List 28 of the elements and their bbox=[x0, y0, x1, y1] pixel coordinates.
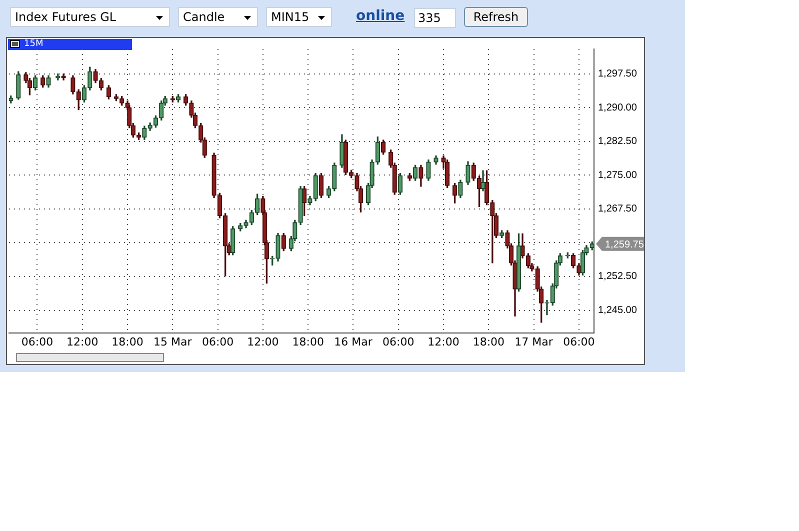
text: Candle bbox=[183, 10, 225, 24]
x-tick-label: 18:00 bbox=[112, 335, 144, 348]
x-tick-label: 12:00 bbox=[66, 335, 98, 348]
y-tick-label: 1,297.50 bbox=[598, 68, 638, 80]
x-tick-label: 06:00 bbox=[563, 335, 595, 348]
y-tick-label: 1,282.50 bbox=[598, 136, 638, 148]
text: MIN15 bbox=[271, 10, 310, 24]
x-tick-label: 16 Mar bbox=[334, 335, 373, 348]
y-tick-label: 1,252.50 bbox=[598, 271, 638, 282]
chart-title: 15M bbox=[24, 39, 44, 50]
text: online bbox=[356, 8, 405, 24]
y-tick-label: 1,290.00 bbox=[598, 102, 638, 114]
x-tick-label: 12:00 bbox=[428, 335, 460, 348]
text: Index Futures GL bbox=[15, 10, 116, 24]
x-tick-label: 18:00 bbox=[292, 335, 324, 348]
x-tick-label: 15 Mar bbox=[154, 335, 192, 348]
y-tick-label: 1,267.50 bbox=[598, 204, 638, 215]
x-tick-label: 06:00 bbox=[21, 335, 54, 348]
x-tick-label: 17 Mar bbox=[514, 335, 554, 348]
text: 1,259.75 bbox=[605, 240, 644, 251]
y-tick-label: 1,275.00 bbox=[598, 170, 638, 181]
y-tick-label: 1,245.00 bbox=[598, 305, 638, 316]
text: Refresh bbox=[464, 7, 528, 27]
text: 335 bbox=[414, 8, 456, 28]
x-tick-label: 06:00 bbox=[202, 335, 234, 348]
x-tick-label: 18:00 bbox=[472, 335, 505, 348]
x-tick-label: 06:00 bbox=[382, 335, 414, 348]
x-tick-label: 12:00 bbox=[247, 335, 279, 348]
